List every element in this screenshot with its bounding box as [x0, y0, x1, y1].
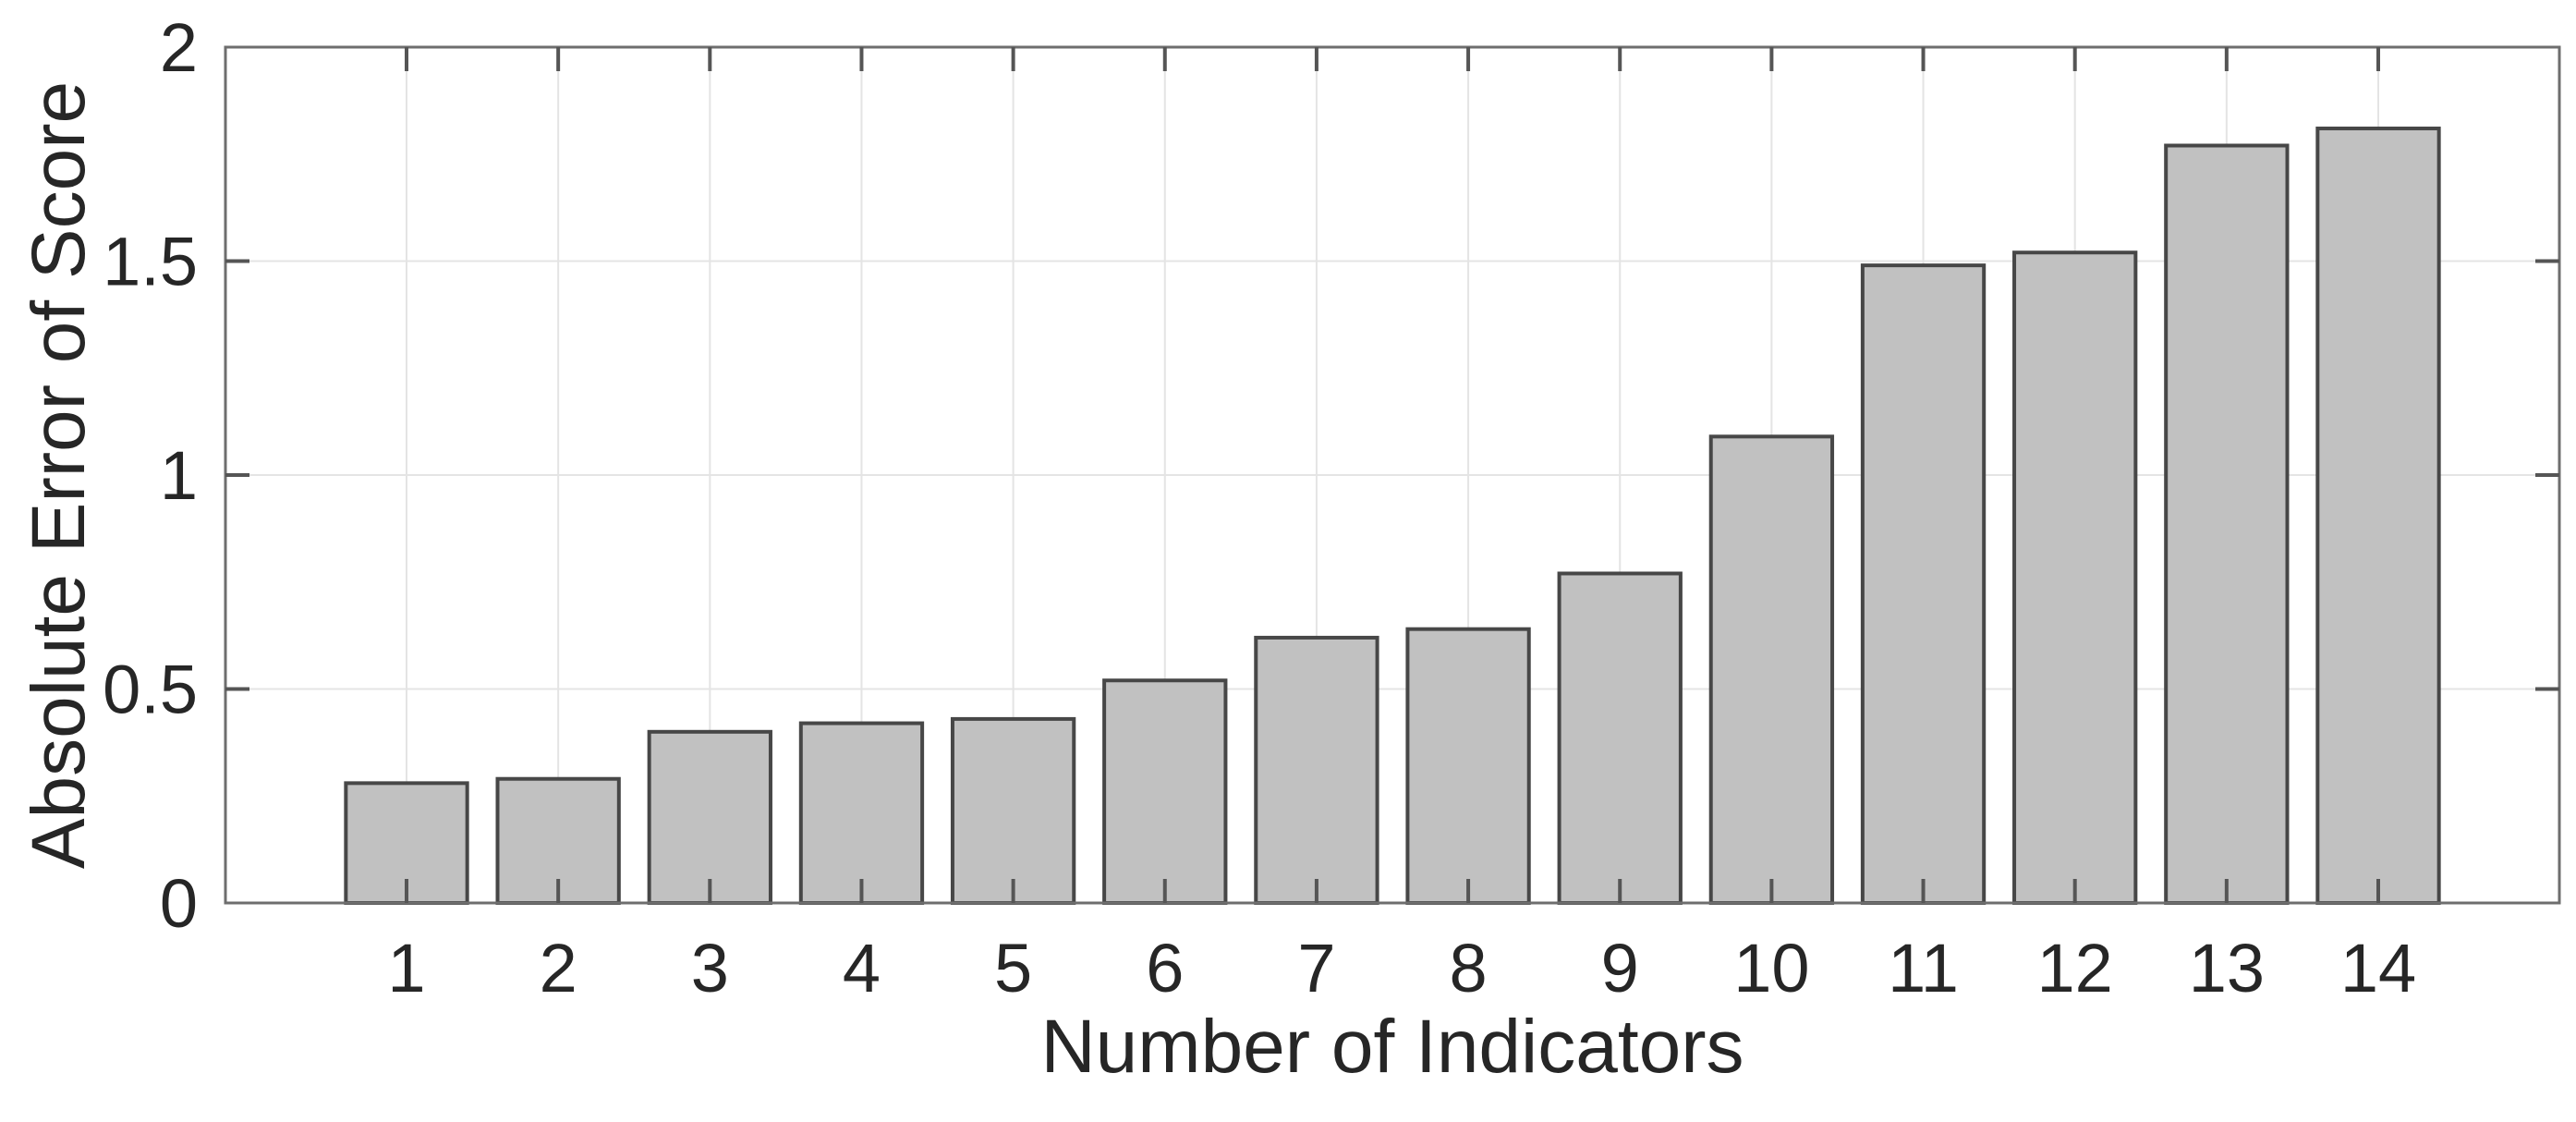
y-tick-label: 1.5: [103, 224, 198, 300]
bar: [1860, 263, 1987, 905]
x-tick-label: 7: [1297, 930, 1335, 1006]
bar: [2012, 250, 2138, 905]
bar: [2164, 143, 2290, 906]
bar: [1557, 571, 1683, 905]
y-tick-label: 1: [160, 437, 198, 514]
y-tick-label: 2: [160, 9, 198, 86]
bar: [2315, 126, 2441, 906]
x-tick-label: 2: [540, 930, 577, 1006]
x-tick-label: 14: [2340, 930, 2416, 1006]
x-tick-label: 1: [387, 930, 425, 1006]
x-tick-label: 13: [2189, 930, 2265, 1006]
bar: [647, 729, 772, 905]
y-tick-label: 0.5: [103, 652, 198, 728]
x-tick-label: 4: [843, 930, 881, 1006]
bar: [950, 716, 1076, 905]
x-tick-label: 6: [1146, 930, 1184, 1006]
x-tick-label: 12: [2037, 930, 2113, 1006]
bar: [1102, 678, 1228, 905]
x-axis-label: Number of Indicators: [1040, 1005, 1744, 1089]
bar: [1254, 635, 1379, 905]
y-tick-label: 0: [160, 865, 198, 942]
bar: [1405, 627, 1531, 905]
x-tick-label: 11: [1888, 930, 1959, 1006]
y-axis-label: Absolute Error of Score: [17, 80, 101, 870]
x-tick-label: 8: [1449, 930, 1487, 1006]
x-tick-label: 5: [994, 930, 1032, 1006]
bar: [798, 721, 925, 905]
bar: [1708, 434, 1835, 905]
x-tick-label: 3: [691, 930, 729, 1006]
x-tick-label: 9: [1601, 930, 1639, 1006]
x-tick-label: 10: [1733, 930, 1809, 1006]
